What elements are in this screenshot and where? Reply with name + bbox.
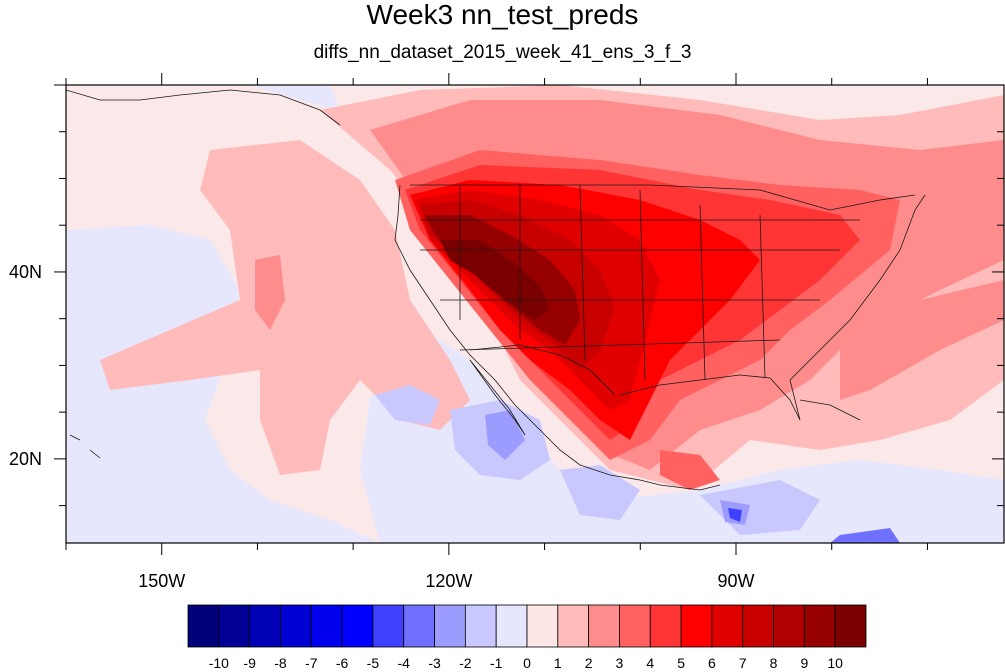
colorbar-label: -8 bbox=[274, 655, 287, 671]
colorbar-label: -6 bbox=[336, 655, 349, 671]
colorbar-label: -10 bbox=[209, 655, 229, 671]
cuba bbox=[799, 399, 861, 421]
colorbar-swatch bbox=[403, 604, 435, 648]
colorbar-label: 5 bbox=[677, 655, 685, 671]
baja bbox=[469, 359, 526, 436]
field-blue5-a bbox=[728, 508, 742, 522]
colorbar-swatch bbox=[526, 604, 559, 648]
field-blue-se bbox=[830, 528, 900, 543]
lat-label: 40N bbox=[9, 262, 42, 282]
colorbar-label: 7 bbox=[739, 655, 747, 671]
border-us-mexico bbox=[469, 344, 616, 396]
lon-label: 150W bbox=[138, 571, 185, 591]
colorbar-swatch bbox=[588, 604, 620, 648]
colorbar-label: -3 bbox=[428, 655, 441, 671]
colorbar-swatch bbox=[680, 604, 713, 648]
colorbar-label: 1 bbox=[554, 655, 562, 671]
field-red4-gulf bbox=[660, 450, 720, 490]
colorbar-label: -1 bbox=[490, 655, 503, 671]
colorbar-labels: -10 -9 -8 -7 -6 -5 -4 -3 -2 -1 0 1 2 3 4 5 6 7 8 9 10 bbox=[209, 655, 843, 671]
colorbar-label: -2 bbox=[459, 655, 472, 671]
colorbar-swatch bbox=[464, 604, 497, 648]
field-blue-nw bbox=[250, 85, 340, 110]
colorbar-swatch bbox=[434, 604, 466, 648]
field-pink3-blob bbox=[255, 255, 285, 330]
states-grid bbox=[420, 184, 860, 381]
field-blue-pacific-south bbox=[360, 320, 1004, 543]
colorbar-label: -4 bbox=[398, 655, 411, 671]
field-blue2-c bbox=[560, 465, 640, 520]
colorbar-swatch bbox=[742, 604, 774, 648]
colorbar-swatch bbox=[280, 604, 312, 648]
field-blue3-a bbox=[485, 410, 525, 460]
colorbar-swatch bbox=[557, 604, 590, 648]
colorbar-swatch bbox=[187, 604, 220, 648]
colorbar-label: 2 bbox=[585, 655, 593, 671]
colorbar-label: -5 bbox=[367, 655, 380, 671]
plot-title: Week3 nn_test_preds bbox=[366, 0, 639, 30]
coastlines bbox=[66, 89, 926, 491]
colorbar-label: 10 bbox=[827, 655, 843, 671]
colorbar-swatch bbox=[249, 604, 281, 648]
colorbar-label: -7 bbox=[305, 655, 318, 671]
hawaii bbox=[69, 434, 101, 459]
colorbar-label: 0 bbox=[523, 655, 531, 671]
colorbar-label: 8 bbox=[770, 655, 778, 671]
field-pink3-atl bbox=[840, 280, 1004, 400]
colorbar-swatch bbox=[773, 604, 805, 648]
lon-label: 120W bbox=[425, 571, 472, 591]
lat-label: 20N bbox=[9, 449, 42, 469]
field-blue-west bbox=[66, 225, 380, 543]
colorbar-swatch bbox=[711, 604, 744, 648]
plot-subtitle: diffs_nn_dataset_2015_week_41_ens_3_f_3 bbox=[313, 42, 692, 63]
colorbar bbox=[187, 604, 867, 648]
map-frame bbox=[65, 84, 1005, 544]
longitude-labels: 150W 120W 90W bbox=[138, 571, 754, 591]
colorbar-swatch bbox=[310, 604, 343, 648]
colorbar-swatch bbox=[619, 604, 651, 648]
latitude-labels: 40N 20N bbox=[9, 262, 42, 469]
coast-alaska bbox=[66, 89, 341, 126]
colorbar-swatch bbox=[834, 604, 867, 648]
lon-label: 90W bbox=[717, 571, 754, 591]
coast-west bbox=[394, 184, 721, 491]
colorbar-swatch bbox=[495, 604, 528, 648]
colorbar-label: 9 bbox=[800, 655, 808, 671]
coast-gulf bbox=[619, 194, 926, 421]
colorbar-swatch bbox=[649, 604, 682, 648]
colorbar-swatch bbox=[341, 604, 374, 648]
colorbar-label: 4 bbox=[646, 655, 654, 671]
colorbar-label: 6 bbox=[708, 655, 716, 671]
field-blue2-a bbox=[375, 385, 440, 425]
colorbar-label: 3 bbox=[616, 655, 624, 671]
colorbar-swatch bbox=[803, 604, 836, 648]
colorbar-swatch bbox=[218, 604, 251, 648]
map-field bbox=[66, 85, 1004, 543]
axis-ticks bbox=[54, 73, 1005, 555]
colorbar-swatch bbox=[372, 604, 405, 648]
colorbar-label: -9 bbox=[243, 655, 256, 671]
field-pink-pacific bbox=[100, 140, 470, 475]
